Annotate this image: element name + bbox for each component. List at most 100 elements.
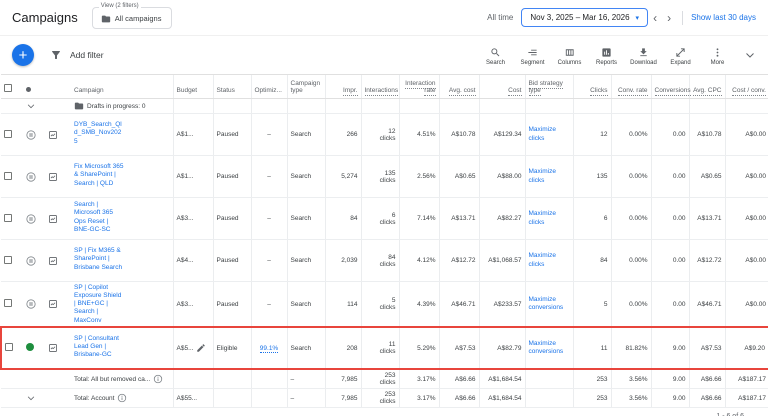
edit-budget-icon[interactable] [196,343,206,353]
cell-status: Paused [212,113,251,156]
interactions-unit: clicks [379,134,396,142]
column-header-cost_per_conv[interactable]: Cost / conv. [724,74,768,99]
toolbar-action-columns[interactable]: Columns [551,45,588,66]
column-header-status[interactable]: Status [212,74,251,99]
paused-status-icon[interactable] [26,171,42,182]
row-checkbox-cell [1,369,23,389]
campaign-row: SP | Copilot Exposure Shield | BNE+GC | … [1,281,768,328]
row-checkbox[interactable] [4,171,12,180]
column-header-impressions[interactable]: Impr. [324,74,361,99]
add-filter-button[interactable]: Add filter [70,50,104,60]
column-header-clicks[interactable]: Clicks [572,74,611,99]
chevron-down-icon[interactable] [26,393,42,403]
bid-strategy-link[interactable]: Maximize clicks [528,168,556,184]
cell-conv_rate: 0.00% [610,155,651,198]
row-checkbox[interactable] [4,129,12,138]
date-range-picker[interactable]: Nov 3, 2025 – Mar 16, 2026 ▾ [521,8,649,27]
column-header-interactions[interactable]: Interactions [360,74,399,99]
drafts-label-cell: Drafts in progress: 0 [71,98,173,114]
toolbar-action-more[interactable]: More [699,45,736,66]
column-header-budget[interactable]: Budget [172,74,213,99]
interactions-unit: clicks [379,260,396,268]
cell-cost: A$82.79 [478,326,525,370]
column-header-campaign[interactable]: Campaign [71,74,173,99]
cell-cost: A$82.27 [478,197,525,240]
info-icon[interactable] [117,393,127,403]
chart-detail-icon[interactable] [48,299,68,309]
cell-avg_cpc: A$10.78 [688,113,725,156]
paused-status-icon[interactable] [26,299,42,309]
campaign-name-link[interactable]: SP | Consultant Lead Gen | Brisbane-GC [74,334,119,359]
budget-text: A$3... [176,215,194,222]
paused-status-icon[interactable] [26,129,42,140]
table-header-row: Campaign Budget Status Optimiz... Campaign t… [1,74,768,99]
chart-detail-icon[interactable] [48,130,68,140]
bid-strategy-link[interactable]: Maximize conversions [528,295,564,311]
cell-cost_per_conv: A$0.00 [724,239,768,282]
toolbar-action-search[interactable]: Search [477,45,514,66]
campaign-name-link[interactable]: SP | Fix M365 & SharePoint | Brisbane Se… [74,247,123,271]
paused-status-icon[interactable] [26,255,42,266]
chart-detail-icon[interactable] [48,214,68,224]
column-header-bid_strategy[interactable]: Bid strategy type [524,74,573,99]
prev-range-button[interactable]: ‹ [653,10,658,25]
totals-row: Total: All but removed ca... –7,985 253 cli… [1,369,768,389]
chart-detail-icon[interactable] [48,256,68,266]
select-all-cell [1,74,23,99]
chart-detail-icon[interactable] [48,172,68,182]
status-enabled-icon[interactable] [26,343,34,351]
row-checkbox[interactable] [5,343,13,351]
column-header-conversions[interactable]: Conversions [650,74,691,99]
toolbar-action-expand[interactable]: Expand [662,45,699,66]
cell-status: Paused [212,155,251,198]
row-checkbox-cell [1,98,23,114]
add-campaign-button[interactable]: + [12,44,34,66]
view-filter-chip[interactable]: View (2 filters) All campaigns [91,2,173,29]
campaign-name-link[interactable]: Search | Microsoft 365 Ops Reset | BNE-G… [74,201,114,233]
paused-status-icon[interactable] [26,213,42,224]
column-header-cost[interactable]: Cost [478,74,525,99]
budget-value: A$55... [177,395,210,402]
cell-avg_cost [438,98,479,114]
bid-strategy-link[interactable]: Maximize conversions [528,339,564,355]
toolbar-action-download[interactable]: Download [625,45,662,66]
chart-detail-icon[interactable] [48,343,68,353]
interactions-unit: clicks [379,304,396,311]
totals-label: Total: Account [74,394,115,402]
bid-strategy-link[interactable]: Maximize clicks [528,252,556,268]
row-checkbox[interactable] [4,255,12,264]
toolbar-action-reports[interactable]: Reports [588,45,625,66]
collapse-toolbar-icon[interactable] [744,49,756,61]
info-icon[interactable] [153,374,163,384]
status-column-header [23,74,45,99]
campaign-name-link[interactable]: Fix Microsoft 365 & SharePoint | Search … [74,163,124,187]
totals-label-cell: Total: All but removed ca... [71,369,173,389]
bid-strategy-link[interactable]: Maximize clicks [528,210,556,226]
row-detail-cell [45,388,71,408]
column-header-interaction_rate[interactable]: Interaction rate [398,74,439,99]
row-expander-cell [23,98,45,114]
row-checkbox[interactable] [4,299,12,307]
column-header-label: Clicks [590,87,608,96]
optimization-score-link[interactable]: 99.1% [259,344,279,353]
toolbar-action-segment[interactable]: Segment [514,45,551,66]
chevron-down-icon[interactable] [26,101,42,111]
column-header-avg_cost[interactable]: Avg. cost [438,74,479,99]
select-all-checkbox[interactable] [4,84,12,92]
next-range-button[interactable]: › [667,10,672,25]
cell-type: – [286,369,325,389]
cell-bid_strategy: Maximize conversions [524,326,573,370]
campaign-name-link[interactable]: DYB_Search_Qld_SMB_Nov2025 [74,121,122,145]
row-checkbox[interactable] [4,213,12,222]
bid-strategy-link[interactable]: Maximize clicks [528,126,556,142]
row-detail-cell [45,155,71,198]
column-header-conv_rate[interactable]: Conv. rate [610,74,651,99]
row-detail-cell [45,239,71,282]
campaign-name-link[interactable]: SP | Copilot Exposure Shield | BNE+GC | … [74,284,122,322]
cell-conversions: 9.00 [650,369,689,389]
column-header-optimization[interactable]: Optimiz... [250,74,287,99]
show-last-30-days-link[interactable]: Show last 30 days [691,13,756,22]
row-checkbox-cell [1,155,23,198]
column-header-type[interactable]: Campaign type [286,74,325,99]
column-header-avg_cpc[interactable]: Avg. CPC [688,74,725,99]
